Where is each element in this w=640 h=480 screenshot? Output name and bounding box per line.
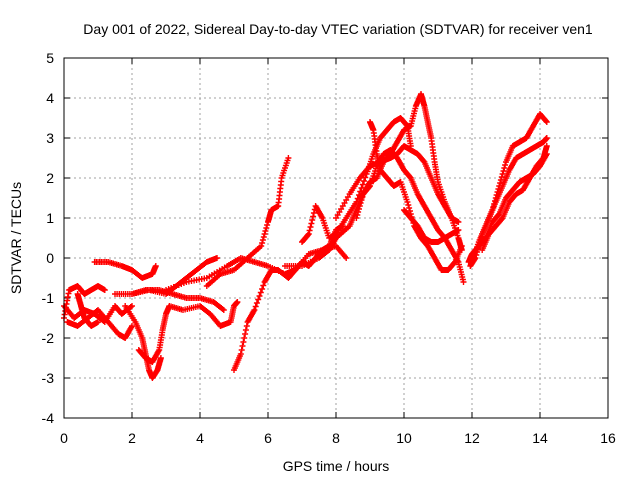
data-track [91,259,159,281]
x-tick-labels: 0 2 4 6 8 10 12 14 16 [60,430,616,446]
y-tick-label: 3 [46,130,54,146]
data-point-markers [135,299,241,365]
y-tick-label: 5 [46,50,54,66]
x-axis-label: GPS time / hours [283,458,390,474]
y-tick-label: -4 [42,410,55,426]
x-tick-label: 12 [464,430,480,446]
x-tick-label: 0 [60,430,68,446]
data-point-markers [353,91,465,253]
x-tick-label: 2 [128,430,136,446]
data-point-markers [367,119,465,273]
data-track [469,111,550,265]
data-point-markers [469,111,550,265]
data-point-markers [91,259,159,281]
data-track [353,91,465,253]
data-track [367,119,465,273]
data-point-markers [401,207,462,245]
y-tick-label: -1 [42,290,55,306]
data-point-markers [129,287,227,313]
data-point-markers [64,307,135,341]
y-tick-label: -2 [42,330,55,346]
x-tick-label: 10 [396,430,412,446]
data-point-markers [479,143,550,253]
y-tick-label: 2 [46,170,54,186]
plot-frame [63,57,609,419]
data-point-markers [74,291,101,329]
x-tick-label: 8 [332,430,340,446]
data-track [401,207,462,245]
y-axis-label: SDTVAR / TECUs [8,182,24,294]
y-tick-label: 0 [46,250,54,266]
data-track [74,291,101,329]
x-tick-label: 14 [532,430,548,446]
y-tick-label: 1 [46,210,54,226]
data-points [61,91,550,381]
x-tick-label: 16 [600,430,616,446]
y-tick-labels: -4 -3 -2 -1 0 1 2 3 4 5 [42,50,55,426]
data-track [135,299,241,365]
x-tick-label: 6 [264,430,272,446]
data-track [64,307,135,341]
chart-title: Day 001 of 2022, Sidereal Day-to-day VTE… [83,21,593,37]
data-track [129,287,227,313]
x-tick-label: 4 [196,430,204,446]
y-tick-label: 4 [46,90,54,106]
data-track [479,143,550,253]
y-tick-label: -3 [42,370,55,386]
